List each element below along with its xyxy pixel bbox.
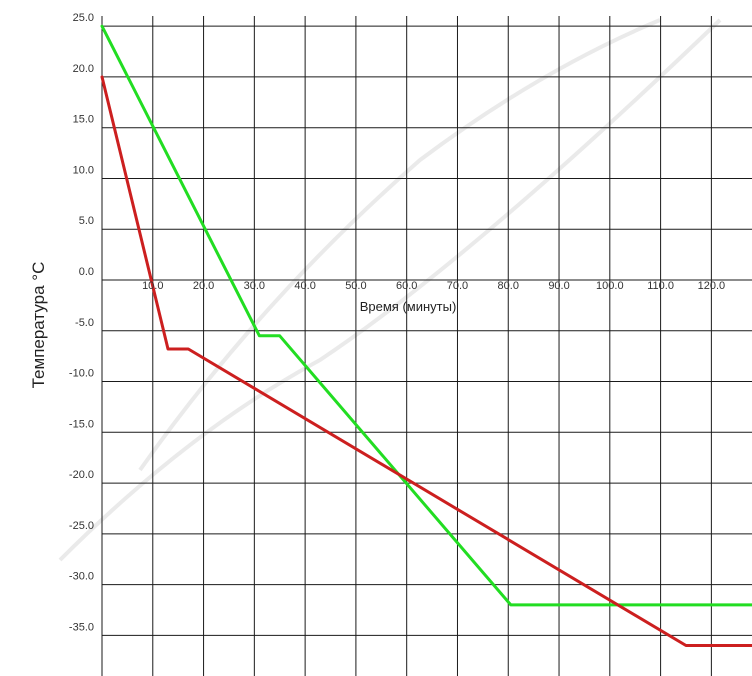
- x-tick-label: 60.0: [396, 280, 417, 292]
- watermark: [58, 18, 722, 562]
- x-axis-label: Время (минуты): [360, 299, 457, 314]
- x-tick-label: 20.0: [193, 280, 214, 292]
- y-tick-label: -25.0: [69, 520, 94, 532]
- x-tick-label: 100.0: [596, 280, 624, 292]
- y-tick-label: 25.0: [73, 12, 94, 24]
- y-tick-label: 5.0: [79, 215, 94, 227]
- y-tick-label: -20.0: [69, 469, 94, 481]
- y-tick-label: 20.0: [73, 63, 94, 75]
- x-tick-label: 10.0: [142, 280, 163, 292]
- tick-layer: 10.0 20.0 30.0 40.0 50.0 60.0 70.0 80.0 90.0 100.…: [69, 12, 725, 633]
- x-tick-label: 40.0: [294, 280, 315, 292]
- y-tick-label: -35.0: [69, 621, 94, 633]
- x-tick-label: 110.0: [647, 280, 674, 292]
- x-tick-label: 50.0: [345, 280, 366, 292]
- y-tick-label: -5.0: [75, 317, 94, 329]
- grid-layer: [101, 16, 752, 676]
- y-tick-label: 10.0: [73, 164, 94, 176]
- x-tick-label: 80.0: [498, 280, 519, 292]
- series-line-red: [100, 75, 752, 647]
- y-tick-label: 15.0: [73, 114, 94, 126]
- x-tick-label: 120.0: [698, 280, 726, 292]
- series-layer: [100, 24, 752, 647]
- y-axis-label: Температура °С: [29, 262, 48, 389]
- y-tick-label: -10.0: [69, 368, 94, 380]
- y-tick-label: -30.0: [69, 571, 94, 583]
- x-tick-label: 70.0: [447, 280, 468, 292]
- y-tick-label: 0.0: [79, 266, 94, 278]
- x-tick-label: 90.0: [548, 280, 569, 292]
- y-tick-label: -15.0: [69, 418, 94, 430]
- x-tick-label: 30.0: [244, 280, 265, 292]
- series-line-green: [100, 24, 752, 607]
